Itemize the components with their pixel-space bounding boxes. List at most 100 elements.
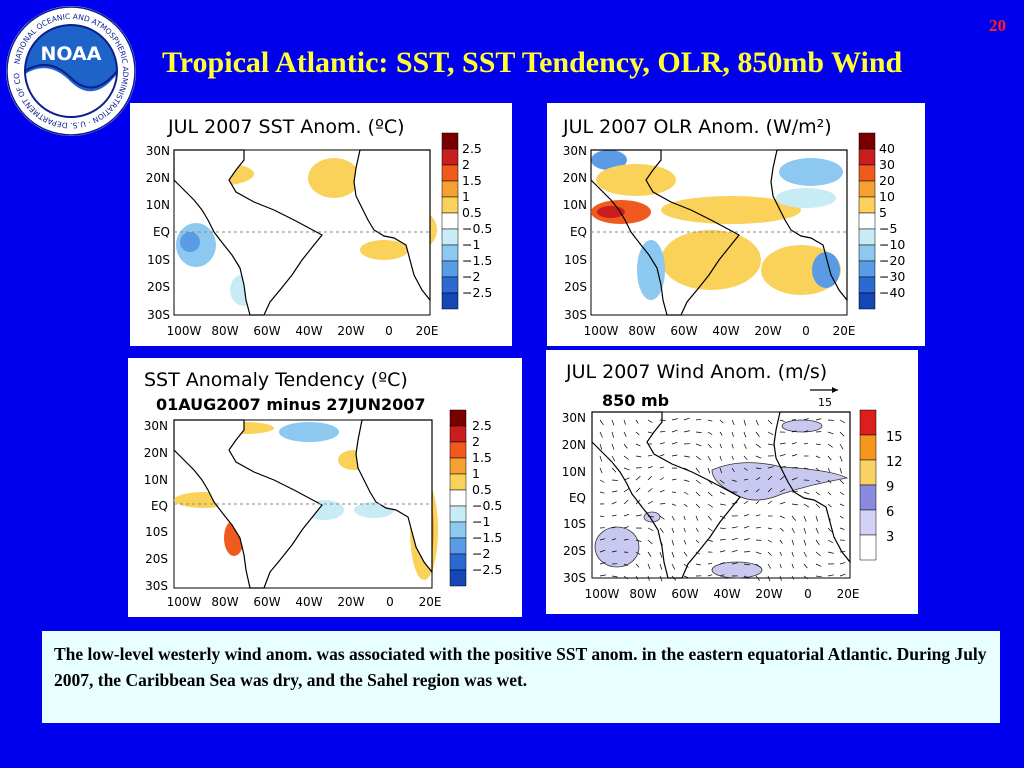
wind-anomaly-map: JUL 2007 Wind Anom. (m/s) 850 mb 15 30N … <box>562 361 903 601</box>
wind-panel-title: JUL 2007 Wind Anom. (m/s) <box>565 361 827 383</box>
wind-vector <box>803 503 810 508</box>
wind-vector <box>803 539 807 546</box>
x-tick-label: 20W <box>754 324 781 338</box>
wind-vector <box>755 575 761 581</box>
wind-vector <box>767 443 774 446</box>
y-tick-label: 10N <box>146 198 170 212</box>
wind-vector <box>779 475 785 481</box>
wind-vector <box>719 550 726 553</box>
wind-vector <box>767 551 772 556</box>
legend-swatch <box>449 409 467 427</box>
wind-vector <box>623 419 626 425</box>
y-tick-label: 30S <box>147 308 170 322</box>
wind-vector <box>683 575 690 579</box>
y-tick-label: 10N <box>144 473 168 487</box>
x-tick-label: 0 <box>385 324 393 338</box>
wind-vector <box>731 479 737 482</box>
olr-y-axis: 30N 20N 10N EQ 10S 20S 30S <box>563 144 587 322</box>
tendency-panel-subtitle: 01AUG2007 minus 27JUN2007 <box>156 395 426 414</box>
wind-vector <box>743 478 749 481</box>
wind-vector <box>695 563 701 566</box>
legend-label: −0.5 <box>472 498 502 513</box>
wind-vector <box>803 442 808 445</box>
wind-vector <box>791 515 796 521</box>
wind-vector <box>635 475 641 481</box>
wind-vector <box>803 418 809 421</box>
wind-vector <box>659 489 665 493</box>
legend-swatch <box>858 292 876 310</box>
wind-vector <box>611 455 616 462</box>
wind-vector <box>707 503 714 508</box>
y-tick-label: 30S <box>145 579 168 593</box>
legend-swatch <box>441 292 459 310</box>
wind-vector <box>647 563 651 570</box>
legend-swatch <box>441 148 459 166</box>
wind-vector <box>743 538 750 541</box>
wind-vector <box>659 575 663 582</box>
wind-vector <box>611 467 617 473</box>
y-tick-label: 20S <box>147 280 170 294</box>
x-tick-label: 20E <box>419 595 442 609</box>
wind-vector <box>791 527 795 534</box>
wind-vector <box>683 515 686 521</box>
wind-vector <box>803 551 807 558</box>
wind-vector <box>623 526 629 529</box>
wind-vector <box>815 479 821 483</box>
sst-legend: 2.5 2 1.5 1 0.5 −0.5 −1 −1.5 −2 −2.5 <box>441 132 492 310</box>
wind-vector <box>719 431 723 436</box>
wind-vector <box>707 574 713 577</box>
wind-vector <box>671 429 678 433</box>
wind-shade-region <box>781 419 823 433</box>
wind-vector <box>707 515 712 521</box>
wind-vector <box>743 489 749 493</box>
wind-vector <box>635 487 641 493</box>
legend-swatch <box>859 484 877 511</box>
wind-vector <box>659 442 665 445</box>
x-tick-label: 60W <box>671 587 698 601</box>
wind-vector <box>659 551 663 558</box>
wind-vector <box>827 467 831 473</box>
legend-label: −1.5 <box>472 530 502 545</box>
wind-vector <box>719 455 722 461</box>
legend-swatch <box>441 196 459 214</box>
wind-vector <box>779 442 786 445</box>
wind-vector <box>611 575 618 578</box>
page-number: 20 <box>989 16 1006 35</box>
y-tick-label: 30N <box>144 419 168 433</box>
legend-swatch <box>441 260 459 278</box>
wind-vector <box>803 491 810 495</box>
wind-vector <box>755 455 762 459</box>
wind-vector <box>683 417 690 421</box>
wind-vector <box>683 551 688 557</box>
legend-swatch <box>441 132 459 150</box>
x-tick-label: 100W <box>167 324 202 338</box>
y-tick-label: 30N <box>562 411 586 425</box>
y-tick-label: 20N <box>563 171 587 185</box>
wind-vector <box>659 477 664 481</box>
x-tick-label: 100W <box>167 595 202 609</box>
legend-swatch <box>449 569 467 587</box>
wind-vector <box>719 574 725 577</box>
wind-vector <box>695 467 700 474</box>
wind-vector <box>695 455 701 460</box>
wind-vector <box>635 514 642 517</box>
legend-swatch <box>859 434 877 461</box>
wind-vector <box>839 491 845 496</box>
x-tick-label: 20E <box>837 587 860 601</box>
legend-swatch <box>449 425 467 443</box>
wind-vector <box>791 539 795 546</box>
wind-vector <box>791 430 797 433</box>
legend-label: −10 <box>879 237 905 252</box>
wind-vector <box>839 527 845 530</box>
wind-vector <box>599 455 603 462</box>
legend-label: 30 <box>879 157 895 172</box>
wind-vector <box>767 431 774 436</box>
wind-y-axis: 30N 20N 10N EQ 10S 20S 30S <box>562 411 586 585</box>
wind-vector <box>755 477 761 481</box>
legend-swatch <box>441 228 459 246</box>
wind-vector <box>719 419 724 424</box>
wind-vector <box>815 575 822 578</box>
x-tick-label: 100W <box>585 587 620 601</box>
wind-vector <box>683 491 689 495</box>
sst-x-axis: 100W 80W 60W 40W 20W 0 20E <box>167 324 439 338</box>
